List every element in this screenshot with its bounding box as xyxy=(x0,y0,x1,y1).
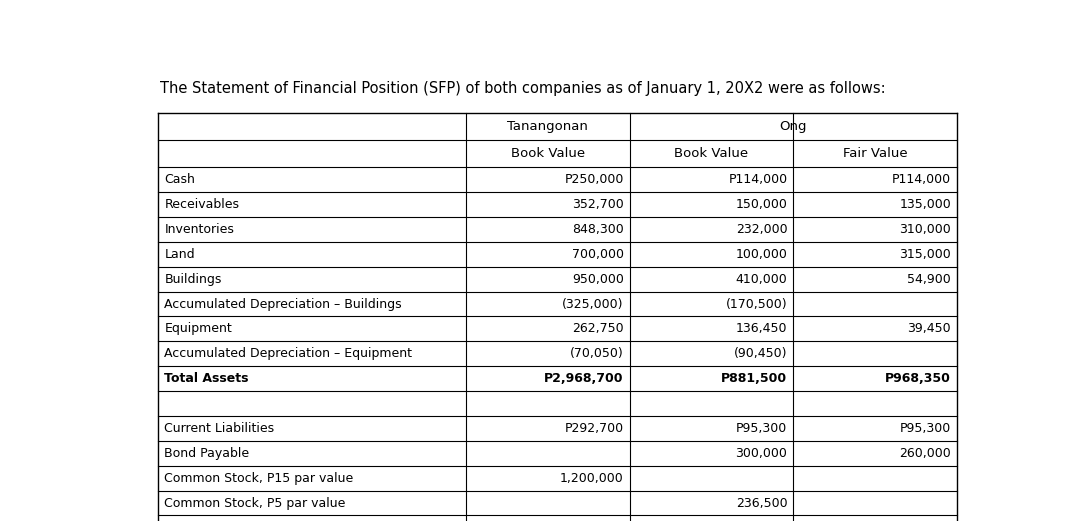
Text: 236,500: 236,500 xyxy=(735,497,787,510)
Text: P2,968,700: P2,968,700 xyxy=(544,372,623,385)
Text: P881,500: P881,500 xyxy=(721,372,787,385)
Text: P250,000: P250,000 xyxy=(565,173,623,186)
Text: Cash: Cash xyxy=(164,173,195,186)
Text: Accumulated Depreciation – Equipment: Accumulated Depreciation – Equipment xyxy=(164,348,413,360)
Text: P968,350: P968,350 xyxy=(886,372,951,385)
Text: 310,000: 310,000 xyxy=(900,223,951,236)
Text: Receivables: Receivables xyxy=(164,198,240,211)
Text: (70,050): (70,050) xyxy=(570,348,623,360)
Text: P95,300: P95,300 xyxy=(900,422,951,435)
Text: Common Stock, P15 par value: Common Stock, P15 par value xyxy=(164,472,353,485)
Text: 315,000: 315,000 xyxy=(900,248,951,261)
Text: Fair Value: Fair Value xyxy=(842,147,907,160)
Text: 100,000: 100,000 xyxy=(735,248,787,261)
Text: (90,450): (90,450) xyxy=(734,348,787,360)
Text: P114,000: P114,000 xyxy=(728,173,787,186)
Text: 950,000: 950,000 xyxy=(571,272,623,286)
Text: 135,000: 135,000 xyxy=(900,198,951,211)
Text: P114,000: P114,000 xyxy=(892,173,951,186)
Text: 700,000: 700,000 xyxy=(571,248,623,261)
Text: 352,700: 352,700 xyxy=(572,198,623,211)
Text: 150,000: 150,000 xyxy=(735,198,787,211)
Text: Bond Payable: Bond Payable xyxy=(164,447,249,460)
Text: Land: Land xyxy=(164,248,194,261)
Text: 300,000: 300,000 xyxy=(735,447,787,460)
Text: (325,000): (325,000) xyxy=(563,297,623,311)
Text: Accumulated Depreciation – Buildings: Accumulated Depreciation – Buildings xyxy=(164,297,402,311)
Text: Ong: Ong xyxy=(780,120,807,133)
Text: Current Liabilities: Current Liabilities xyxy=(164,422,274,435)
Text: Equipment: Equipment xyxy=(164,322,232,336)
Text: 39,450: 39,450 xyxy=(907,322,951,336)
Text: Book Value: Book Value xyxy=(511,147,584,160)
Text: 54,900: 54,900 xyxy=(907,272,951,286)
Text: P95,300: P95,300 xyxy=(737,422,787,435)
Text: Buildings: Buildings xyxy=(164,272,221,286)
Text: 232,000: 232,000 xyxy=(735,223,787,236)
Text: 410,000: 410,000 xyxy=(735,272,787,286)
Text: (170,500): (170,500) xyxy=(726,297,787,311)
Text: Common Stock, P5 par value: Common Stock, P5 par value xyxy=(164,497,346,510)
Text: Inventories: Inventories xyxy=(164,223,234,236)
Text: 1,200,000: 1,200,000 xyxy=(559,472,623,485)
Text: Tanangonan: Tanangonan xyxy=(508,120,589,133)
Text: Total Assets: Total Assets xyxy=(164,372,248,385)
Text: Book Value: Book Value xyxy=(674,147,748,160)
Text: 136,450: 136,450 xyxy=(735,322,787,336)
Text: The Statement of Financial Position (SFP) of both companies as of January 1, 20X: The Statement of Financial Position (SFP… xyxy=(160,81,886,95)
Text: 848,300: 848,300 xyxy=(572,223,623,236)
Text: 260,000: 260,000 xyxy=(900,447,951,460)
Text: 262,750: 262,750 xyxy=(572,322,623,336)
Text: P292,700: P292,700 xyxy=(565,422,623,435)
